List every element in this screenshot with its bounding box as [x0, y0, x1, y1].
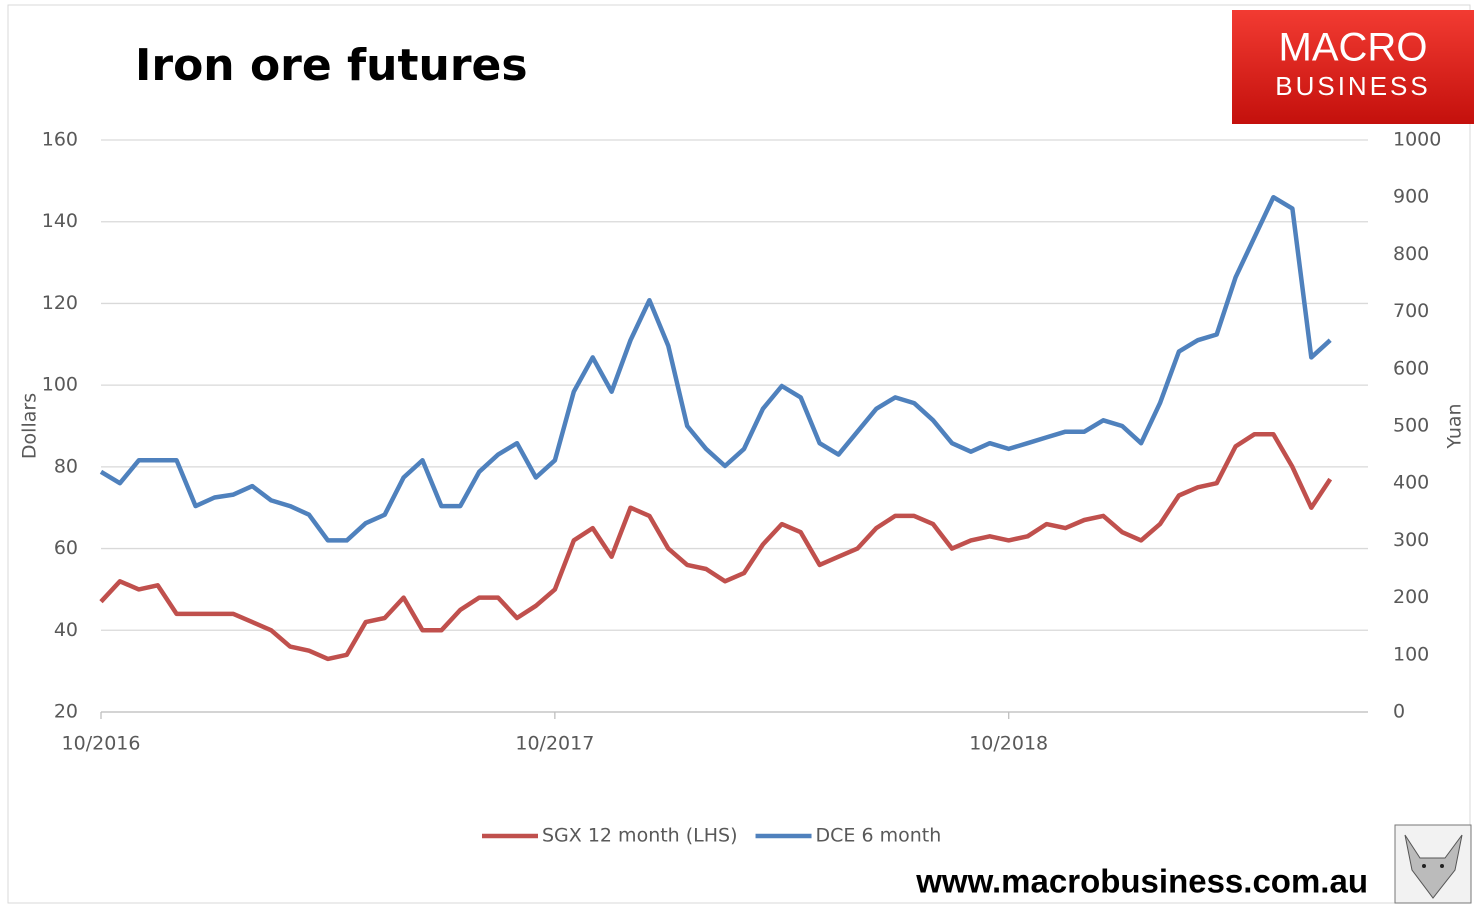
y2-tick-label: 500	[1393, 415, 1429, 437]
y2-tick-label: 600	[1393, 357, 1429, 379]
y2-tick-label: 700	[1393, 300, 1429, 322]
y2-axis-title: Yuan	[1444, 403, 1466, 449]
y2-tick-label: 400	[1393, 472, 1429, 494]
y2-tick-label: 1000	[1393, 129, 1441, 151]
logo-text: MACRO	[1279, 26, 1428, 70]
y-tick-label: 100	[42, 374, 78, 396]
chart-title: Iron ore futures	[135, 40, 528, 91]
y2-tick-label: 300	[1393, 529, 1429, 551]
y-tick-label: 120	[42, 292, 78, 314]
y-tick-label: 40	[54, 619, 78, 641]
line-series	[99, 431, 1333, 662]
site-url: www.macrobusiness.com.au	[915, 863, 1368, 900]
y-axis-title: Dollars	[19, 393, 41, 459]
y2-tick-label: 200	[1393, 586, 1429, 608]
y2-tick-label: 0	[1393, 701, 1405, 723]
y2-tick-label: 900	[1393, 186, 1429, 208]
line-series	[99, 194, 1332, 543]
x-tick-label: 10/2017	[515, 733, 594, 755]
legend-label: DCE 6 month	[816, 825, 942, 847]
y2-tick-label: 800	[1393, 243, 1429, 265]
y-tick-label: 160	[42, 129, 78, 151]
y-tick-label: 60	[54, 537, 78, 559]
legend-label: SGX 12 month (LHS)	[542, 825, 738, 847]
y-tick-label: 140	[42, 210, 78, 232]
fox-logo	[1394, 824, 1472, 904]
x-tick-label: 10/2016	[62, 733, 141, 755]
logo-text: BUSINESS	[1275, 71, 1431, 101]
y-tick-label: 20	[54, 701, 78, 723]
logo-box	[1232, 10, 1474, 124]
y-tick-label: 80	[54, 455, 78, 477]
y2-tick-label: 100	[1393, 643, 1429, 665]
x-tick-label: 10/2018	[969, 733, 1048, 755]
